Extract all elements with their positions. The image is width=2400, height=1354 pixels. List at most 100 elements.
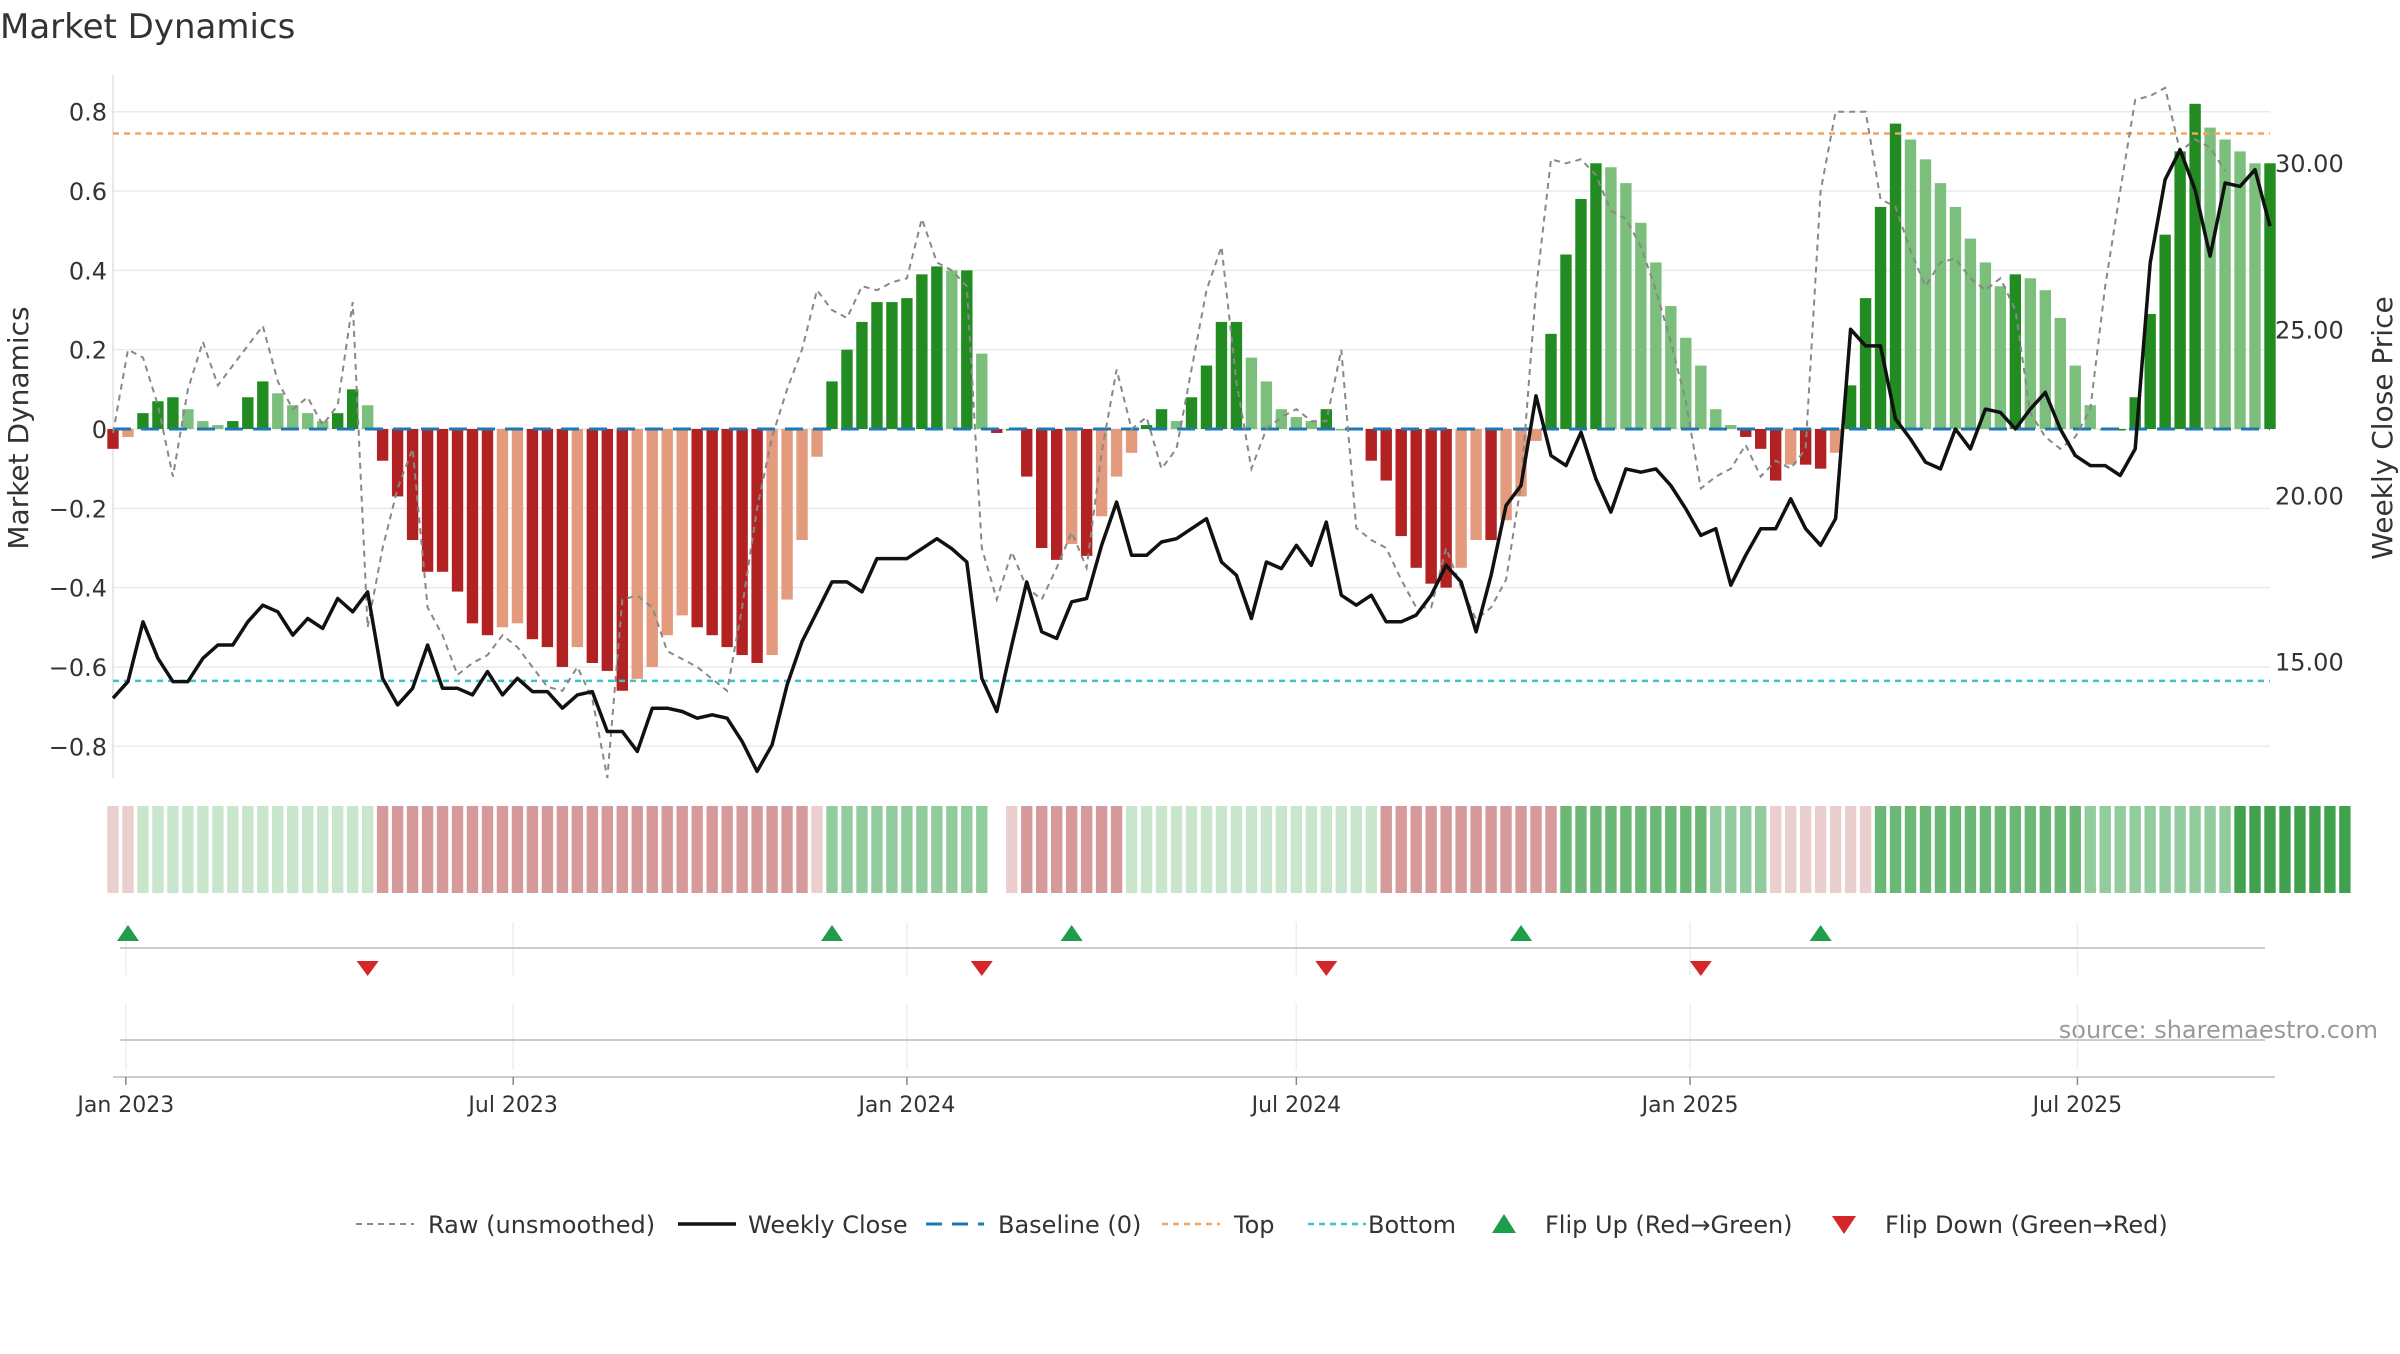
dynamics-bar [302, 413, 314, 429]
regime-cell [2339, 806, 2351, 893]
regime-cell [1545, 806, 1557, 893]
regime-cell [1590, 806, 1602, 893]
legend-swatch-flip-down [1832, 1216, 1856, 1234]
regime-cell [646, 806, 658, 893]
dynamics-bar [1979, 262, 1992, 429]
dynamics-bar [481, 429, 494, 636]
regime-cell [1260, 806, 1273, 893]
dynamics-bar [766, 429, 778, 656]
dynamics-bar [1784, 429, 1797, 465]
regime-cell [376, 806, 389, 893]
regime-cell [1725, 806, 1737, 893]
regime-cell [167, 806, 179, 893]
dynamics-bar [436, 429, 449, 572]
flip-up-marker [1060, 925, 1083, 941]
regime-cell [2159, 806, 2171, 893]
regime-cell [227, 806, 239, 893]
dynamics-bar [1185, 397, 1198, 429]
dynamics-bar [841, 349, 853, 429]
dynamics-bar [1919, 159, 1932, 429]
x-tick-label: Jan 2024 [856, 1093, 955, 1118]
dynamics-bar [736, 429, 748, 656]
dynamics-bar [871, 302, 883, 429]
regime-cell [406, 806, 419, 893]
dynamics-bar [1200, 365, 1213, 429]
y-tick-label: 0.4 [69, 257, 107, 285]
regime-cell [2264, 806, 2276, 893]
dynamics-bar [2249, 163, 2261, 429]
regime-cell [182, 806, 194, 893]
regime-cell [1500, 806, 1512, 893]
regime-cell [1994, 806, 2007, 893]
dynamics-bar [676, 429, 688, 616]
regime-cell [242, 806, 254, 893]
dynamics-bar [2159, 234, 2171, 429]
flip-down-marker [1689, 961, 1712, 976]
regime-cell [1140, 806, 1153, 893]
regime-cell [511, 806, 524, 893]
regime-cell [2174, 806, 2186, 893]
regime-cell [1080, 806, 1093, 893]
dynamics-bar [1515, 429, 1527, 497]
regime-cell [2129, 806, 2141, 893]
dynamics-bar [1814, 429, 1827, 469]
regime-cell [1949, 806, 1962, 893]
dynamics-bar [2219, 139, 2231, 429]
regime-cell [391, 806, 404, 893]
dynamics-bar [1590, 163, 1602, 429]
regime-cell [481, 806, 494, 893]
regime-cell [1889, 806, 1902, 893]
dynamics-bar [466, 429, 479, 624]
dynamics-bar [2144, 313, 2156, 429]
regime-cell [871, 806, 883, 893]
regime-cell [1814, 806, 1827, 893]
dynamics-bar [2084, 405, 2096, 429]
dynamics-bar [227, 421, 239, 429]
regime-cell [601, 806, 614, 893]
dynamics-bar [1904, 139, 1917, 429]
dynamics-bar [826, 381, 838, 429]
dynamics-bar [796, 429, 808, 541]
dynamics-bar [856, 321, 868, 429]
dynamics-bar [1755, 429, 1767, 449]
dynamics-bar [1560, 254, 1572, 429]
dynamics-bar [1949, 206, 1962, 429]
dynamics-bar [2054, 317, 2066, 429]
x-tick-label: Jul 2025 [2031, 1093, 2123, 1118]
regime-cell [1530, 806, 1542, 893]
dynamics-bar [1859, 298, 1872, 429]
dynamics-bar [1425, 429, 1437, 584]
regime-cell [496, 806, 509, 893]
dynamics-bar [691, 429, 703, 628]
regime-cell [2219, 806, 2231, 893]
regime-cell [631, 806, 643, 893]
regime-cell [946, 806, 958, 893]
regime-cell [1050, 806, 1063, 893]
dynamics-bar [197, 421, 209, 429]
regime-cell [2144, 806, 2156, 893]
dynamics-bar [1065, 429, 1078, 545]
regime-cell [1455, 806, 1467, 893]
regime-cell [1155, 806, 1168, 893]
dynamics-bar [886, 302, 898, 429]
regime-cell [317, 806, 329, 893]
dynamics-bar [1080, 429, 1093, 556]
regime-cell [556, 806, 569, 893]
regime-cell [916, 806, 928, 893]
regime-cell [721, 806, 733, 893]
dynamics-bar [331, 413, 344, 429]
dynamics-bar [1844, 385, 1857, 429]
regime-cell [901, 806, 913, 893]
dynamics-bar [406, 429, 419, 541]
dynamics-bar [1575, 198, 1587, 429]
dynamics-bar [541, 429, 554, 648]
flip-up-marker [821, 925, 843, 941]
dynamics-bar [901, 298, 913, 429]
regime-cell [2099, 806, 2111, 893]
regime-cell [1350, 806, 1362, 893]
regime-cell [107, 806, 119, 893]
dynamics-bar [1215, 321, 1228, 429]
dynamics-bar [2189, 103, 2201, 429]
